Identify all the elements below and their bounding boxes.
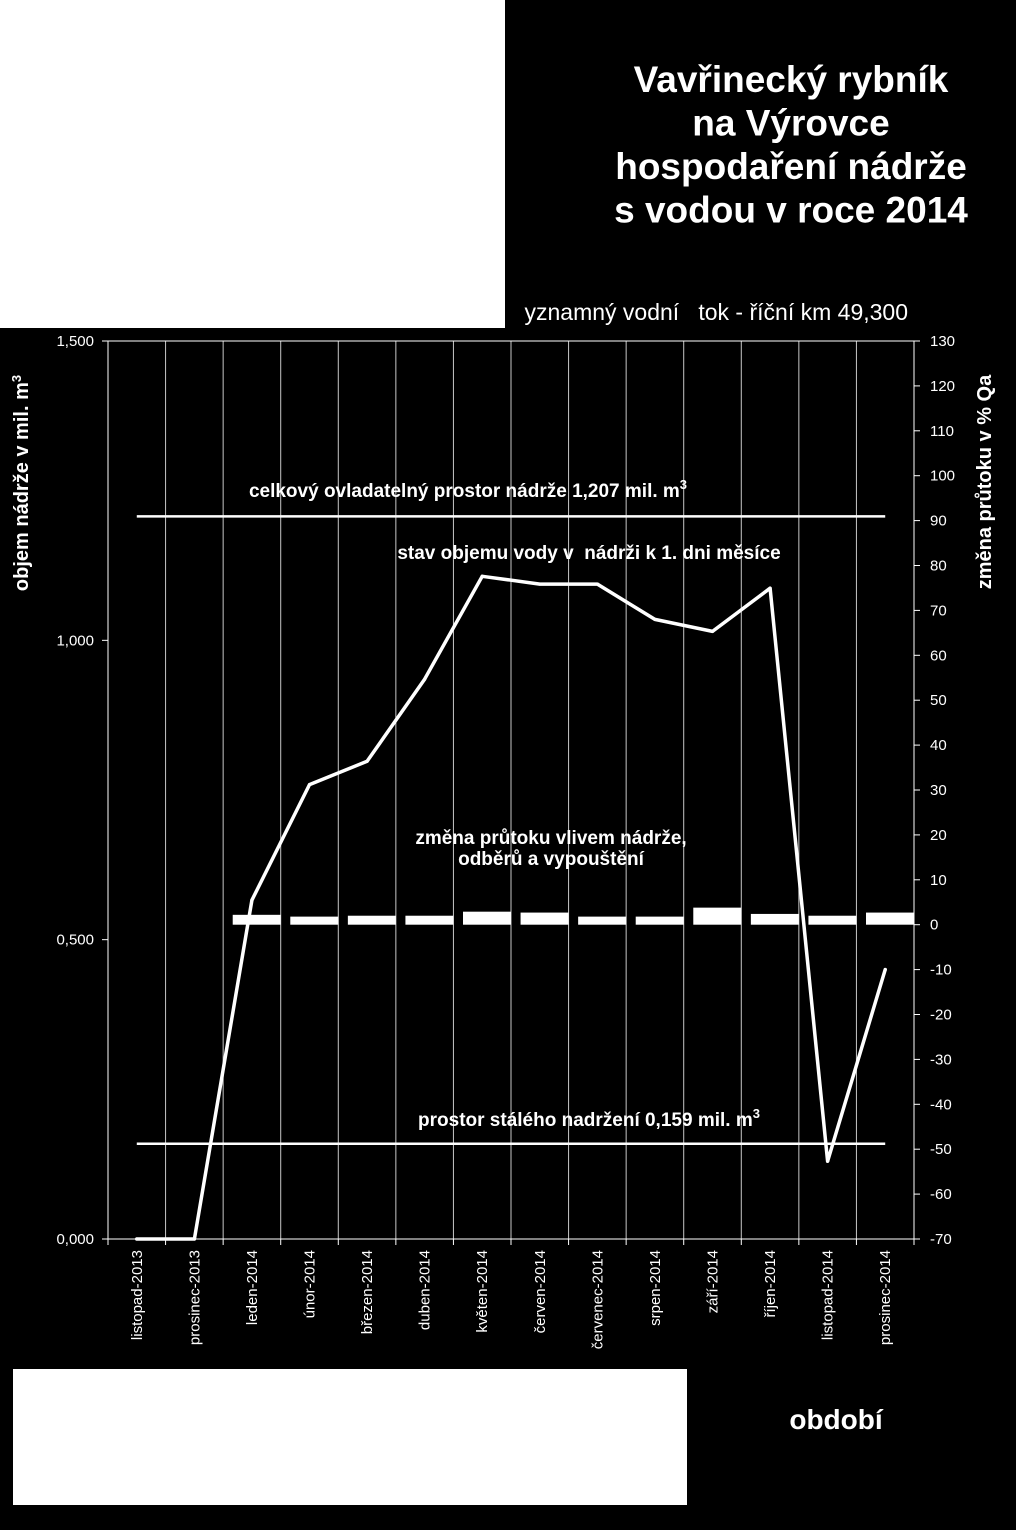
flow-change-bar xyxy=(866,912,914,925)
flow-change-bar xyxy=(463,911,511,925)
y-left-axis-title: objem nádrže v mil. m3 xyxy=(9,375,33,591)
y-right-tick-label: 100 xyxy=(930,468,955,485)
y-right-tick-label: 60 xyxy=(930,647,947,664)
x-tick-label: listopad-2013 xyxy=(129,1250,146,1340)
bar-series-label: změna průtoku vlivem nádrže, xyxy=(415,828,686,849)
reference-line-label-text: prostor stálého nadržení 0,159 mil. m xyxy=(418,1110,753,1131)
y-right-tick-label: 130 xyxy=(930,333,955,350)
volume-point xyxy=(710,629,715,633)
y-left-tick-label: 0,500 xyxy=(56,932,94,949)
y-right-tick-label: -50 xyxy=(930,1141,952,1158)
x-tick-label: duben-2014 xyxy=(417,1250,434,1330)
x-tick-label: prosinec-2013 xyxy=(186,1250,203,1345)
title-line: hospodaření nádrže xyxy=(615,146,967,187)
flow-change-bar xyxy=(635,916,684,925)
y-right-tick-label: 110 xyxy=(930,423,954,440)
volume-point xyxy=(307,783,312,787)
y-right-tick-label: 0 xyxy=(930,917,938,934)
title-line: s vodou v roce 2014 xyxy=(614,190,968,231)
y-right-tick-label: -10 xyxy=(930,962,952,979)
plot-grid xyxy=(165,341,857,1239)
x-tick-label: leden-2014 xyxy=(244,1250,261,1325)
x-tick-label: listopad-2014 xyxy=(820,1250,837,1340)
reference-line-label-superscript: 3 xyxy=(680,477,687,492)
y-right-tick-label: -20 xyxy=(930,1007,952,1024)
x-tick-label: červen-2014 xyxy=(532,1250,549,1333)
y-right-tick-label: -70 xyxy=(930,1231,952,1248)
flow-change-bar xyxy=(520,912,569,925)
x-tick-label: březen-2014 xyxy=(359,1250,376,1334)
y-right-tick-label: 80 xyxy=(930,558,947,575)
chart-subtitle: yznamný vodní tok - říční km 49,300 xyxy=(525,299,909,325)
flow-change-bar xyxy=(578,916,627,925)
y-left-tick-label: 1,500 xyxy=(56,333,94,350)
reference-line-label: celkový ovladatelný prostor nádrže 1,207… xyxy=(249,477,687,502)
volume-point xyxy=(423,677,427,681)
blank-panel-top xyxy=(0,0,505,328)
volume-line xyxy=(135,574,887,1241)
title-line: Vavřinecký rybník xyxy=(634,59,949,100)
y-left-axis-title-text: objem nádrže v mil. m xyxy=(11,382,33,591)
y-right-tick-label: -60 xyxy=(930,1186,952,1203)
reference-line-label-superscript: 3 xyxy=(753,1106,760,1121)
flow-change-bar xyxy=(232,914,281,925)
x-tick-label: květen-2014 xyxy=(474,1250,491,1333)
volume-point xyxy=(538,582,542,586)
y-right-tick-label: 90 xyxy=(930,513,947,530)
y-right-tick-label: 20 xyxy=(930,827,947,844)
y-left-tick-label: 1,000 xyxy=(56,632,94,649)
volume-point xyxy=(192,1237,196,1241)
volume-point xyxy=(768,586,772,590)
y-right-tick-label: 50 xyxy=(930,692,947,709)
flow-change-bar xyxy=(693,907,742,925)
x-tick-label: říjen-2014 xyxy=(762,1250,779,1318)
volume-point xyxy=(365,759,369,763)
flow-change-bar xyxy=(808,915,857,925)
blank-panel-bottom xyxy=(13,1369,687,1505)
volume-point xyxy=(826,1159,830,1163)
bar-series-label: odběrů a vypouštění xyxy=(458,849,645,870)
reference-lines xyxy=(136,515,886,1146)
plot-labels: listopad-2013 prosinec-2013 leden-2014 únor… xyxy=(56,333,955,1349)
plot-axes xyxy=(102,340,920,1245)
title-line: na Výrovce xyxy=(692,103,889,144)
reference-line-label-text: celkový ovladatelný prostor nádrže 1,207… xyxy=(249,481,680,502)
y-left-tick-label: 0,000 xyxy=(56,1231,94,1248)
volume-point xyxy=(250,898,254,902)
chart-title: Vavřinecký rybník na Výrovce hospodaření… xyxy=(614,59,968,231)
flow-change-bar xyxy=(347,915,396,925)
y-left-axis-title-superscript: 3 xyxy=(9,375,24,382)
y-right-tick-label: 70 xyxy=(930,602,947,619)
y-right-tick-label: -40 xyxy=(930,1096,952,1113)
flow-change-bar xyxy=(405,915,454,925)
y-right-tick-label: 30 xyxy=(930,782,947,799)
x-tick-label: prosinec-2014 xyxy=(877,1250,894,1345)
volume-point xyxy=(653,617,657,621)
x-axis-title: období xyxy=(789,1404,884,1435)
flow-change-bars xyxy=(232,907,914,925)
y-right-tick-label: -30 xyxy=(930,1051,952,1068)
line-series-label: stav objemu vody v nádrži k 1. dni měsíc… xyxy=(397,543,780,564)
volume-point xyxy=(883,968,887,972)
x-tick-label: srpen-2014 xyxy=(647,1250,664,1326)
flow-change-bar xyxy=(290,916,339,925)
volume-point xyxy=(480,574,484,578)
y-right-tick-label: 40 xyxy=(930,737,947,754)
flow-change-bar xyxy=(750,913,799,925)
reference-line-label: prostor stálého nadržení 0,159 mil. m3 xyxy=(418,1106,760,1131)
volume-series xyxy=(135,574,887,1241)
x-tick-label: červenec-2014 xyxy=(589,1250,606,1349)
volume-point xyxy=(595,582,599,586)
y-right-tick-label: 120 xyxy=(930,378,955,395)
y-right-tick-label: 10 xyxy=(930,872,947,889)
y-right-axis-title: změna průtoku v % Qa xyxy=(974,374,996,589)
volume-point xyxy=(135,1237,139,1241)
x-tick-label: únor-2014 xyxy=(302,1250,319,1318)
x-tick-label: září-2014 xyxy=(705,1250,722,1313)
